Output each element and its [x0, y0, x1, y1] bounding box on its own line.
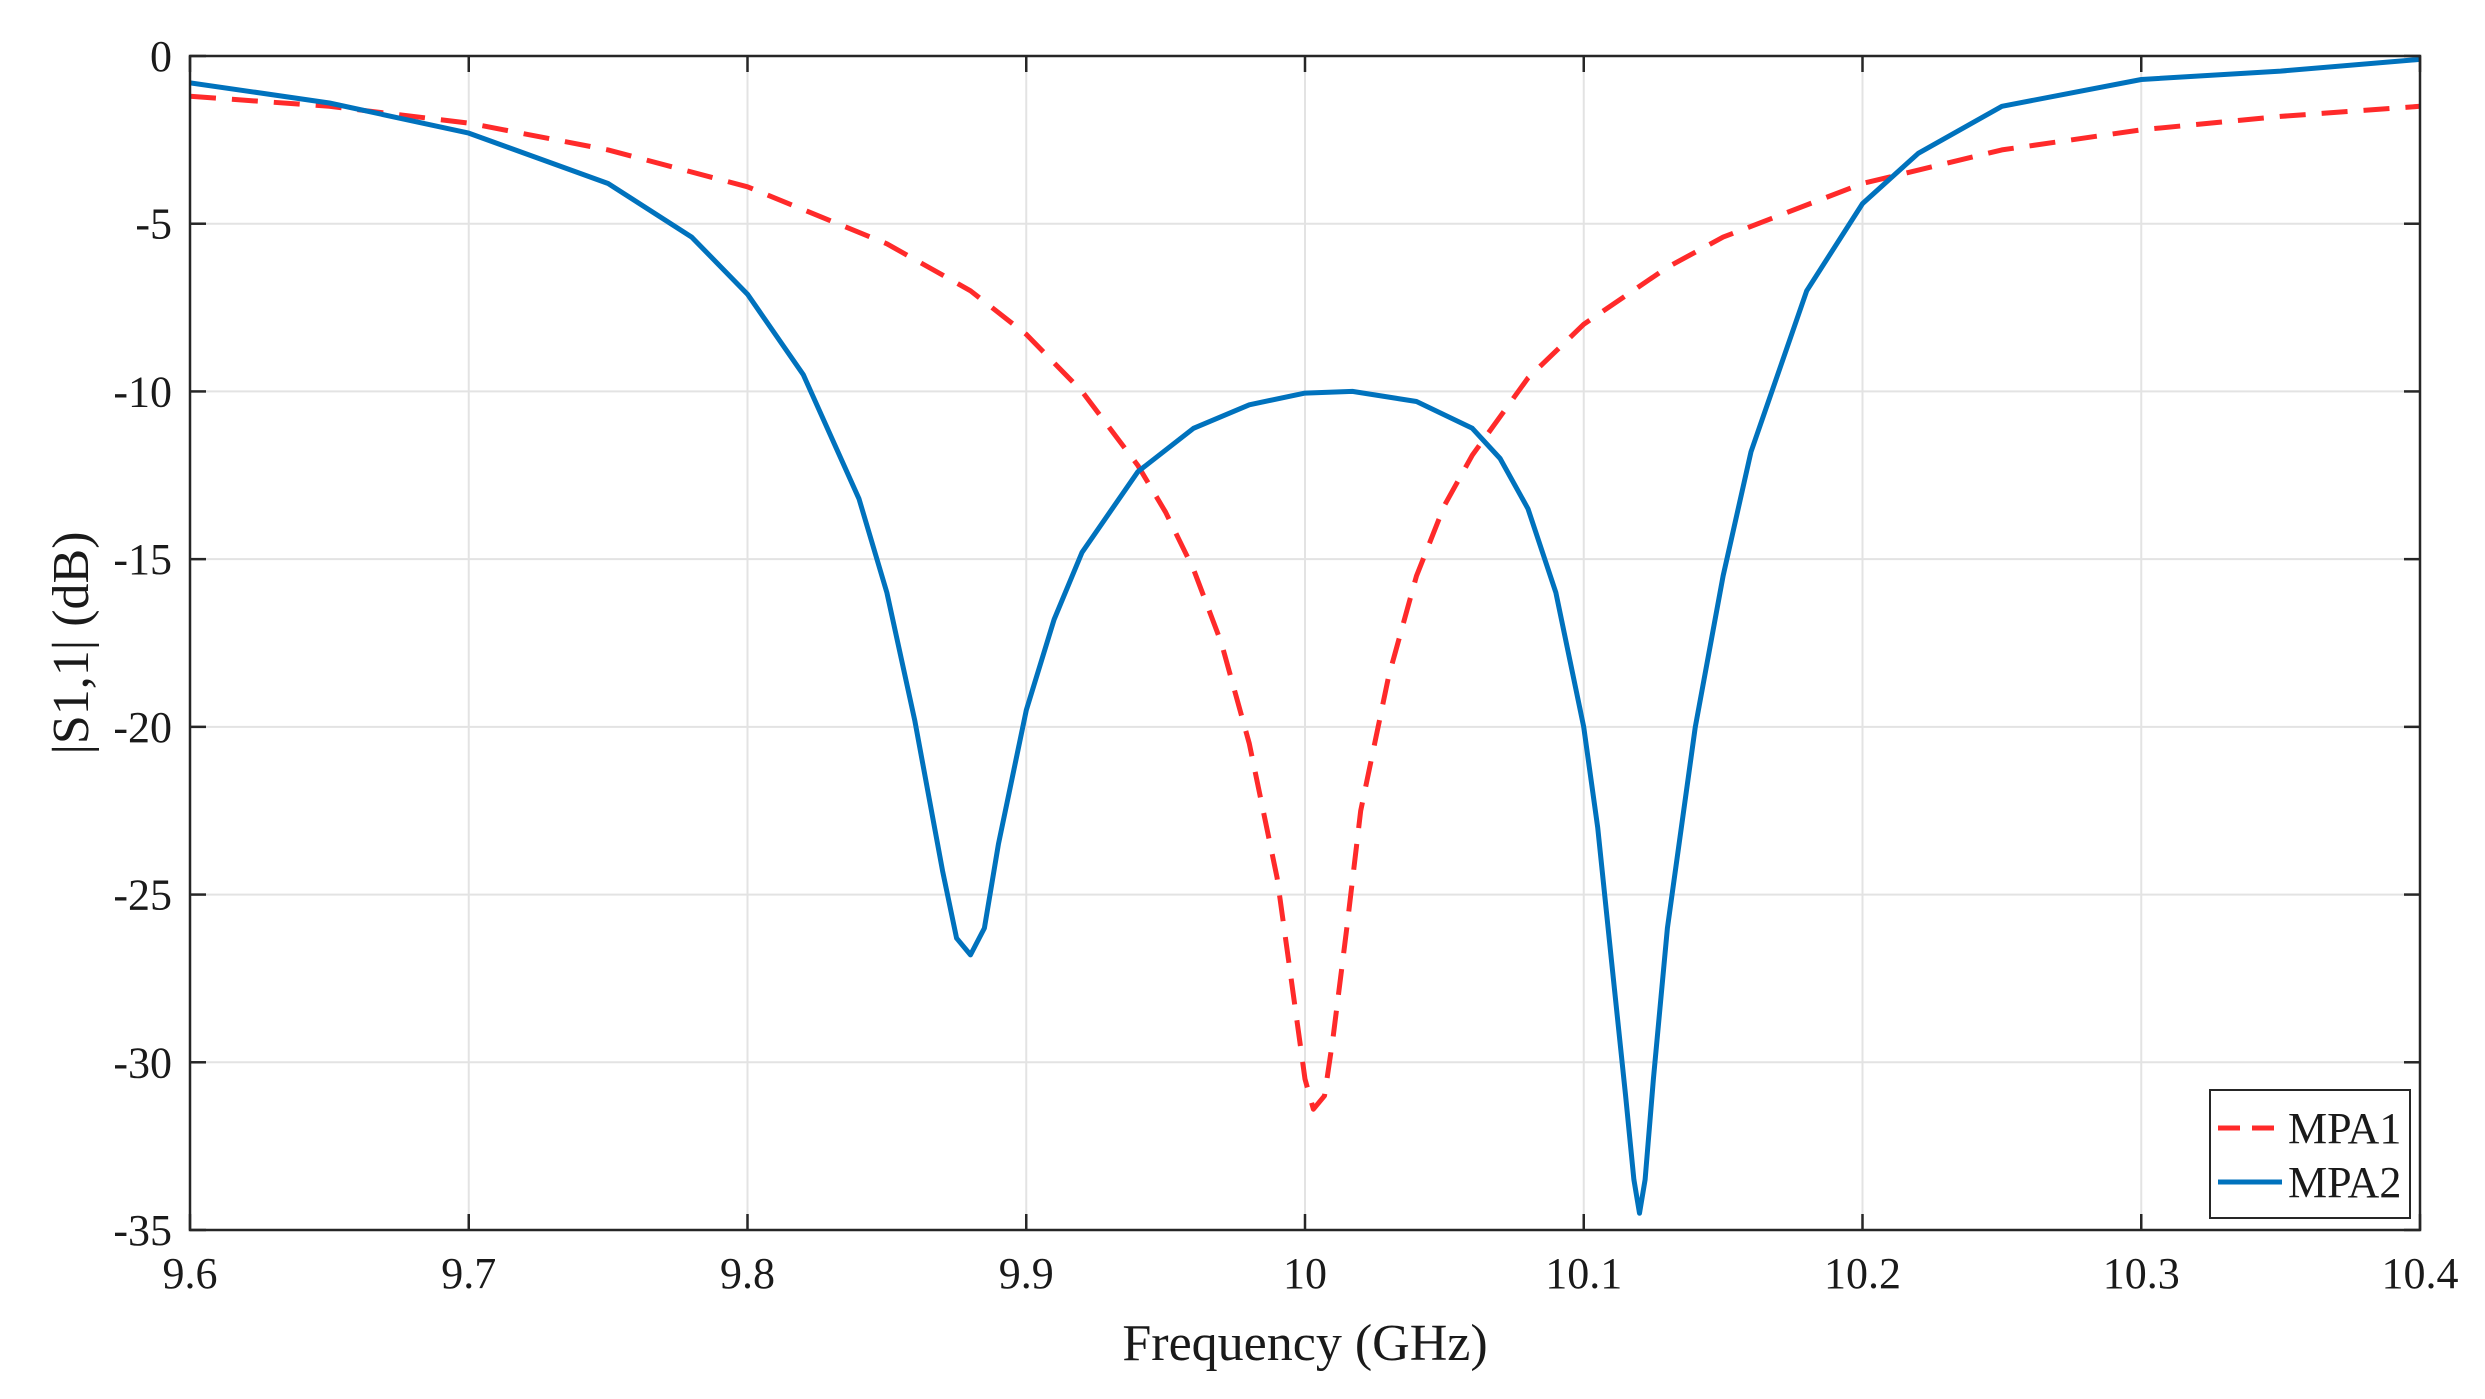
- y-tick-label: 0: [150, 32, 172, 81]
- y-tick-label: -30: [113, 1038, 172, 1087]
- x-tick-label: 10.3: [2103, 1249, 2180, 1298]
- x-tick-label: 9.8: [720, 1249, 775, 1298]
- series-line-mpa2: [190, 56, 2420, 1216]
- y-tick-label: -5: [135, 200, 172, 249]
- x-tick-label: 9.7: [441, 1249, 496, 1298]
- x-tick-label: 10.1: [1545, 1249, 1622, 1298]
- legend: MPA1 MPA2: [2209, 1089, 2411, 1219]
- y-tick-label: -35: [113, 1206, 172, 1255]
- legend-label-mpa1: MPA1: [2288, 1104, 2401, 1153]
- axis-ticks: [188, 54, 2422, 1232]
- x-tick-label: 9.6: [163, 1249, 218, 1298]
- legend-box: [2209, 1089, 2411, 1219]
- x-axis-title: Frequency (GHz): [1122, 1315, 1487, 1372]
- y-tick-label: -15: [113, 535, 172, 584]
- x-tick-label: 10.4: [2382, 1249, 2459, 1298]
- y-axis-title: |S1,1| (dB): [43, 531, 100, 754]
- y-tick-labels: 0 -5 -10 -15 -20 -25 -30 -35: [113, 32, 172, 1255]
- x-tick-label: 9.9: [999, 1249, 1054, 1298]
- x-tick-label: 10.2: [1824, 1249, 1901, 1298]
- y-tick-label: -20: [113, 703, 172, 752]
- series-line-mpa1: [190, 93, 2420, 1112]
- x-tick-labels: 9.6 9.7 9.8 9.9 10 10.1 10.2 10.3 10.4: [163, 1249, 2459, 1298]
- series-lines: [190, 56, 2420, 1216]
- y-tick-label: -10: [113, 367, 172, 416]
- legend-label-mpa2: MPA2: [2288, 1158, 2401, 1207]
- x-tick-label: 10: [1283, 1249, 1327, 1298]
- y-tick-label: -25: [113, 871, 172, 920]
